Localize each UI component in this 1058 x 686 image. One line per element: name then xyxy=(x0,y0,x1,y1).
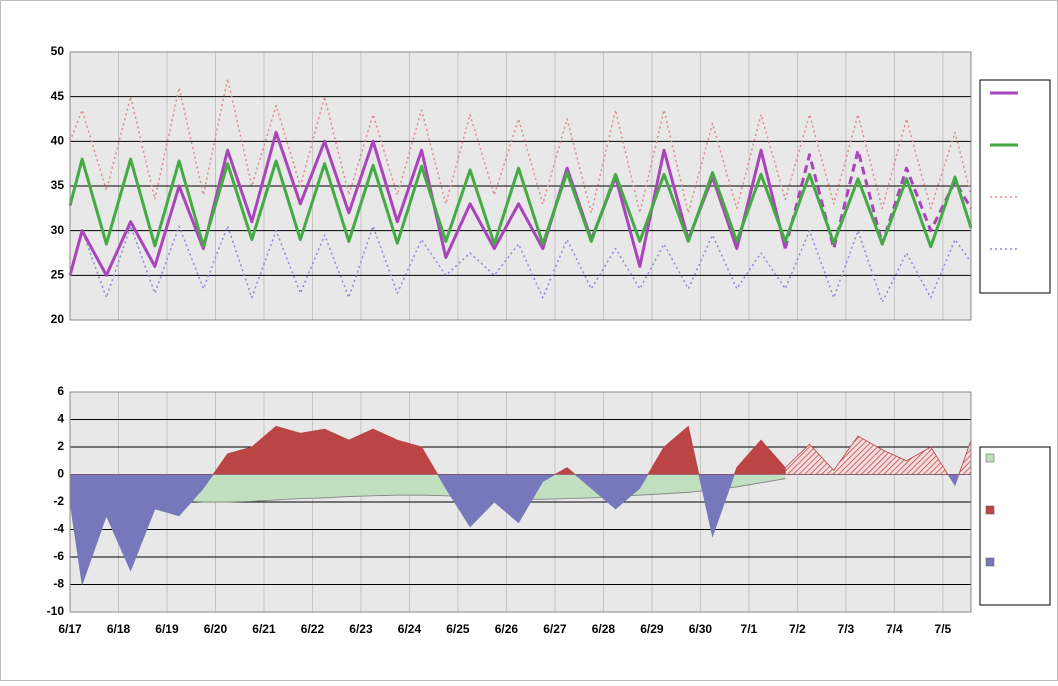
legend-swatch xyxy=(985,505,995,515)
y-tick-label: 40 xyxy=(51,134,65,148)
x-tick-label: 6/23 xyxy=(349,622,373,636)
y-tick-label: 50 xyxy=(51,44,65,58)
negative-area xyxy=(784,474,971,487)
x-tick-label: 7/3 xyxy=(838,622,855,636)
positive-area xyxy=(70,425,786,475)
x-tick-label: 6/17 xyxy=(58,622,82,636)
x-tick-label: 6/20 xyxy=(204,622,228,636)
x-tick-label: 6/30 xyxy=(689,622,713,636)
x-tick-label: 6/28 xyxy=(592,622,616,636)
x-tick-label: 6/29 xyxy=(640,622,664,636)
x-tick-label: 7/1 xyxy=(741,622,758,636)
positive-area xyxy=(784,435,971,475)
x-tick-label: 6/26 xyxy=(495,622,519,636)
y-tick-label: -4 xyxy=(53,522,64,536)
series-line xyxy=(69,78,972,214)
x-tick-label: 6/18 xyxy=(107,622,131,636)
plot-border xyxy=(69,51,972,321)
plot-border xyxy=(69,391,972,613)
x-tick-label: 7/5 xyxy=(935,622,952,636)
y-tick-label: 20 xyxy=(51,312,65,326)
y-tick-label: -2 xyxy=(53,494,64,508)
legend-swatch xyxy=(985,557,995,567)
y-tick-label: 30 xyxy=(51,223,65,237)
y-tick-label: 0 xyxy=(57,467,64,481)
series-line xyxy=(68,157,973,249)
y-tick-label: 35 xyxy=(51,178,65,192)
negative-area xyxy=(70,474,786,585)
x-tick-label: 6/19 xyxy=(155,622,179,636)
legend xyxy=(979,79,1051,294)
y-tick-label: 6 xyxy=(57,384,64,398)
y-tick-label: 2 xyxy=(57,439,64,453)
y-tick-label: -8 xyxy=(53,577,64,591)
x-tick-label: 7/4 xyxy=(886,622,903,636)
lines xyxy=(68,78,973,303)
y-tick-label: -10 xyxy=(47,604,65,618)
x-tick-label: 7/2 xyxy=(789,622,806,636)
x-tick-label: 6/22 xyxy=(301,622,325,636)
legend xyxy=(979,446,1051,606)
y-tick-label: -6 xyxy=(53,549,64,563)
y-tick-label: 4 xyxy=(57,412,64,426)
x-tick-label: 6/24 xyxy=(398,622,422,636)
y-tick-label: 45 xyxy=(51,89,65,103)
x-tick-label: 6/27 xyxy=(543,622,567,636)
y-tick-label: 25 xyxy=(51,268,65,282)
series-line xyxy=(68,130,787,277)
legend-swatch xyxy=(985,453,995,463)
x-tick-label: 6/21 xyxy=(252,622,276,636)
x-tick-label: 6/25 xyxy=(446,622,470,636)
